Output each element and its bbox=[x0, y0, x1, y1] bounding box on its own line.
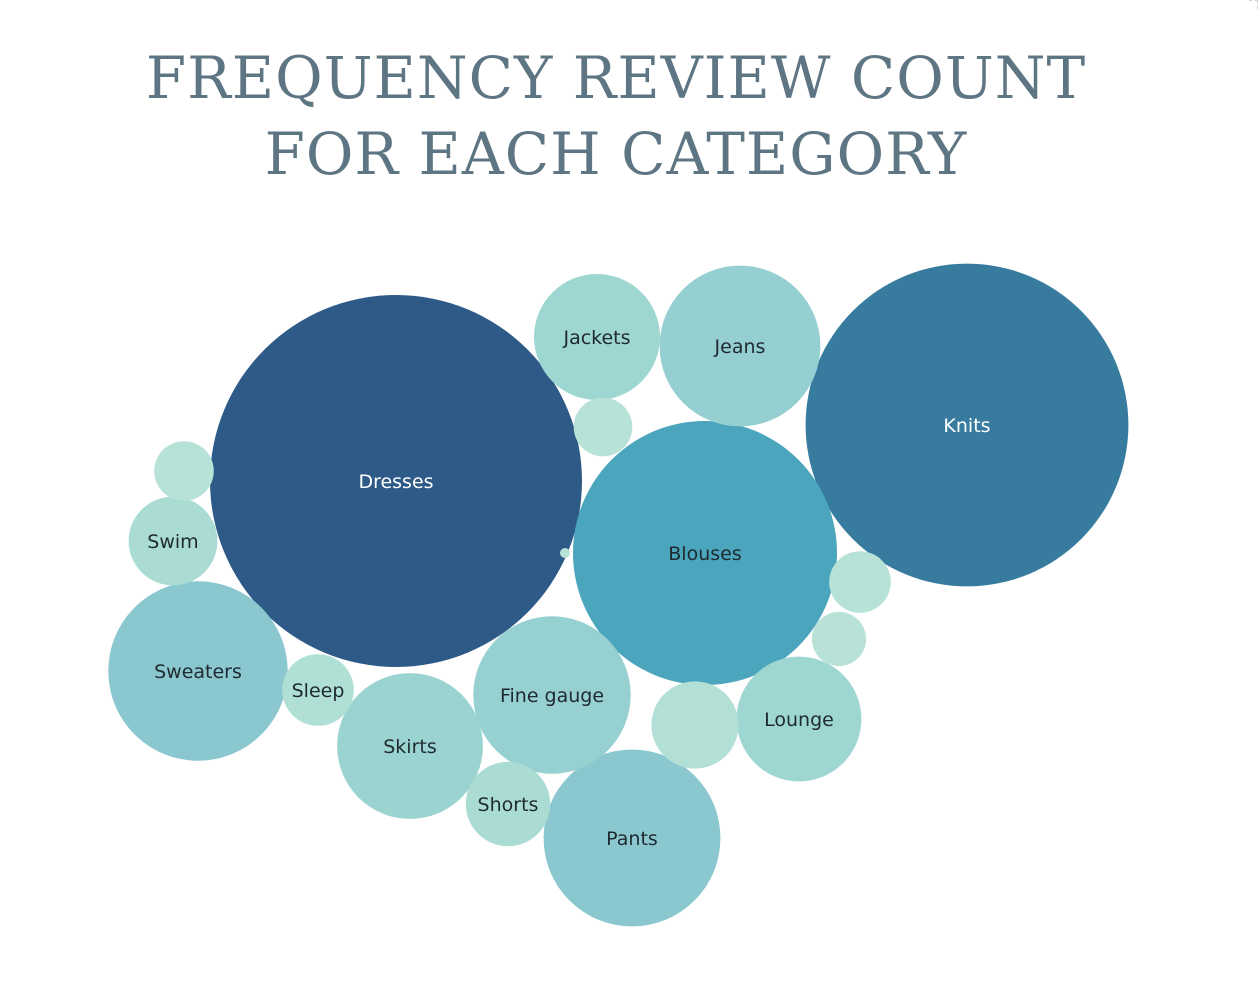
bubble-label-lounge: Lounge bbox=[764, 709, 834, 731]
bubble-unlabeled-17[interactable] bbox=[811, 611, 867, 667]
bubble-sleep[interactable] bbox=[282, 654, 354, 726]
bubble-sweaters[interactable] bbox=[108, 581, 288, 761]
bubble-blouses[interactable] bbox=[573, 421, 837, 685]
bubble-swim[interactable] bbox=[128, 496, 218, 586]
bubble-knits[interactable] bbox=[805, 263, 1129, 587]
bubble-unlabeled-15[interactable] bbox=[829, 551, 891, 613]
bubble-shorts[interactable] bbox=[465, 761, 551, 847]
bubble-fine-gauge[interactable] bbox=[473, 616, 631, 774]
bubble-label-dresses: Dresses bbox=[358, 471, 433, 493]
bubble-jackets[interactable] bbox=[534, 274, 660, 400]
bubble-label-shorts: Shorts bbox=[478, 794, 539, 816]
bubble-label-jeans: Jeans bbox=[714, 336, 766, 358]
bubble-unlabeled-14[interactable] bbox=[154, 441, 214, 501]
bubble-label-blouses: Blouses bbox=[668, 543, 741, 565]
bubble-label-sleep: Sleep bbox=[292, 680, 345, 702]
chart-title-line-1: FREQUENCY REVIEW COUNT bbox=[145, 44, 1087, 112]
bubble-label-sweaters: Sweaters bbox=[154, 661, 242, 683]
bubble-label-pants: Pants bbox=[606, 828, 658, 850]
bubble-label-swim: Swim bbox=[147, 531, 198, 553]
bubble-label-knits: Knits bbox=[943, 415, 990, 437]
bubble-unlabeled-16[interactable] bbox=[573, 397, 633, 457]
bubble-unlabeled-18[interactable] bbox=[560, 548, 570, 558]
chart-title: FREQUENCY REVIEW COUNT FOR EACH CATEGORY bbox=[0, 40, 1232, 192]
bubble-dresses[interactable] bbox=[210, 295, 582, 667]
bubble-jeans[interactable] bbox=[659, 265, 821, 427]
bubble-label-jackets: Jackets bbox=[562, 327, 630, 349]
chart-title-line-2: FOR EACH CATEGORY bbox=[264, 120, 968, 188]
bubble-unlabeled-13[interactable] bbox=[651, 681, 739, 769]
bubble-label-skirts: Skirts bbox=[383, 736, 437, 758]
bubble-skirts[interactable] bbox=[337, 673, 483, 819]
bubble-label-fine-gauge: Fine gauge bbox=[500, 685, 604, 707]
corner-mark bbox=[1249, 0, 1258, 9]
bubble-lounge[interactable] bbox=[736, 656, 862, 782]
bubble-pants[interactable] bbox=[543, 749, 721, 927]
